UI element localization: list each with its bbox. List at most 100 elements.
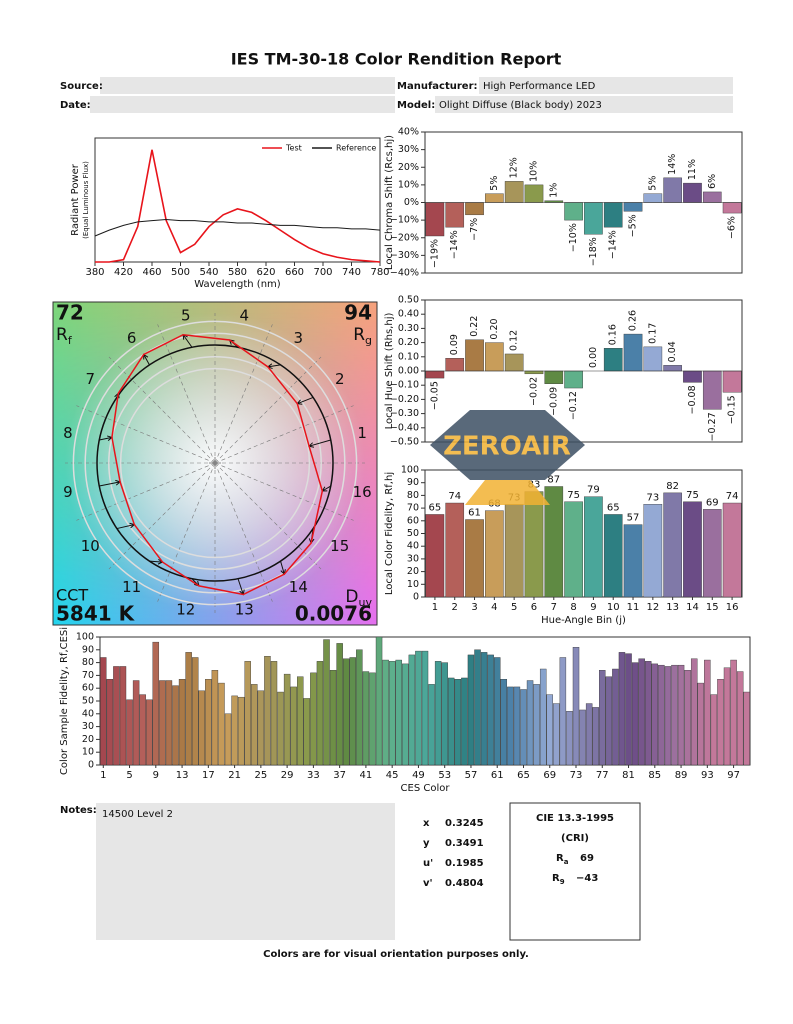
bar	[623, 333, 643, 372]
bar	[663, 177, 682, 203]
x-tick-label: 10	[607, 602, 620, 613]
bar	[425, 370, 445, 379]
bar	[579, 709, 586, 766]
bar	[572, 647, 580, 766]
t: R	[552, 873, 560, 884]
bin-divider	[214, 462, 322, 570]
bar	[205, 679, 212, 766]
bin-label: 14	[289, 578, 308, 596]
bar	[526, 680, 534, 766]
bar	[702, 370, 722, 410]
value-label: 65	[429, 502, 442, 513]
y-tick-label: 50	[407, 528, 419, 539]
x-tick-label: 17	[202, 770, 215, 781]
bar	[146, 699, 153, 766]
y-tick-label: 10	[82, 747, 94, 758]
bar	[584, 202, 603, 235]
y-tick-label: 40	[407, 541, 419, 552]
bar	[159, 680, 166, 766]
bar	[599, 670, 606, 766]
cri-box: CIE 13.3-1995 (CRI) Ra 69 R9 −43	[509, 802, 641, 941]
watermark-beam	[465, 480, 550, 505]
bar	[425, 202, 445, 237]
bar	[485, 342, 504, 372]
x-tick-label: 49	[412, 770, 425, 781]
bar	[375, 636, 383, 766]
bar	[264, 656, 271, 766]
bar	[310, 672, 317, 766]
value-label: −6%	[727, 216, 738, 239]
y-tick-label: 80	[407, 490, 419, 501]
bar	[658, 664, 665, 766]
field-label: Manufacturer:	[397, 81, 478, 92]
bar	[445, 502, 465, 598]
x-tick-label: 77	[596, 770, 609, 781]
bar	[524, 370, 544, 375]
y-tick-label: 0.40	[398, 309, 419, 320]
x-tick-label: 14	[686, 602, 699, 613]
bar	[382, 659, 389, 766]
title: IES TM-30-18 Color Rendition Report	[231, 50, 562, 69]
x-tick-label: 6	[531, 602, 537, 613]
x-tick-label: 9	[153, 770, 159, 781]
y-tick-label: −20%	[390, 232, 419, 243]
bin-divider	[214, 462, 273, 602]
notes-box	[96, 803, 395, 940]
x-tick-label: 61	[491, 770, 504, 781]
bar	[603, 202, 623, 228]
bar	[722, 370, 742, 393]
y-tick-label: 20	[407, 566, 419, 577]
value-label: 75	[567, 490, 580, 501]
x-tick-label: 97	[727, 770, 740, 781]
cri-subtitle: (CRI)	[561, 833, 589, 844]
x-tick-label: 33	[307, 770, 320, 781]
bar	[485, 193, 504, 203]
x-tick-label: 15	[706, 602, 719, 613]
y-tick-label: 100	[401, 465, 419, 476]
bar	[445, 358, 465, 372]
bar	[323, 639, 330, 766]
y-tick-label: −0.40	[390, 422, 419, 433]
bar	[415, 650, 422, 766]
value-label: 57	[627, 513, 640, 524]
bar	[100, 657, 107, 766]
bar	[643, 346, 663, 372]
x-tick-label: 9	[590, 602, 596, 613]
bar	[465, 202, 484, 216]
value-label: 0.00	[588, 347, 599, 368]
field-label: Model:	[397, 100, 435, 111]
bar	[231, 695, 238, 766]
legend-label: Test	[285, 144, 302, 153]
y-tick-label: −10%	[390, 215, 419, 226]
x-tick-label: 2	[452, 602, 458, 613]
r9-label: R9	[552, 873, 565, 886]
bar	[603, 348, 623, 372]
rf: 72	[56, 301, 84, 325]
x-tick-label: 11	[627, 602, 640, 613]
y-tick-label: 20%	[398, 162, 419, 173]
bar	[520, 689, 527, 766]
bar	[651, 663, 659, 766]
bar	[736, 671, 744, 766]
bar	[730, 659, 737, 766]
bin-label: 13	[235, 601, 254, 619]
field-box	[90, 96, 395, 113]
t: R	[353, 325, 365, 345]
bar	[645, 661, 652, 766]
x-tick-label: 5	[126, 770, 132, 781]
value: 0.3491	[445, 838, 484, 849]
duv: 0.0076	[295, 602, 372, 626]
bar	[664, 666, 672, 766]
header: Source: Date: Manufacturer: High Perform…	[60, 77, 733, 113]
y-tick-label: −0.10	[390, 380, 419, 391]
bar	[465, 519, 484, 598]
value-label: 0.12	[509, 330, 520, 351]
label: y	[423, 838, 430, 849]
bin-label: 5	[181, 306, 191, 324]
bar	[631, 662, 639, 766]
x-axis-label: Hue-Angle Bin (j)	[541, 615, 626, 626]
value: 0.3245	[445, 818, 484, 829]
bar	[612, 668, 619, 766]
cct-label: CCT	[56, 586, 88, 605]
bin-divider	[214, 462, 354, 521]
